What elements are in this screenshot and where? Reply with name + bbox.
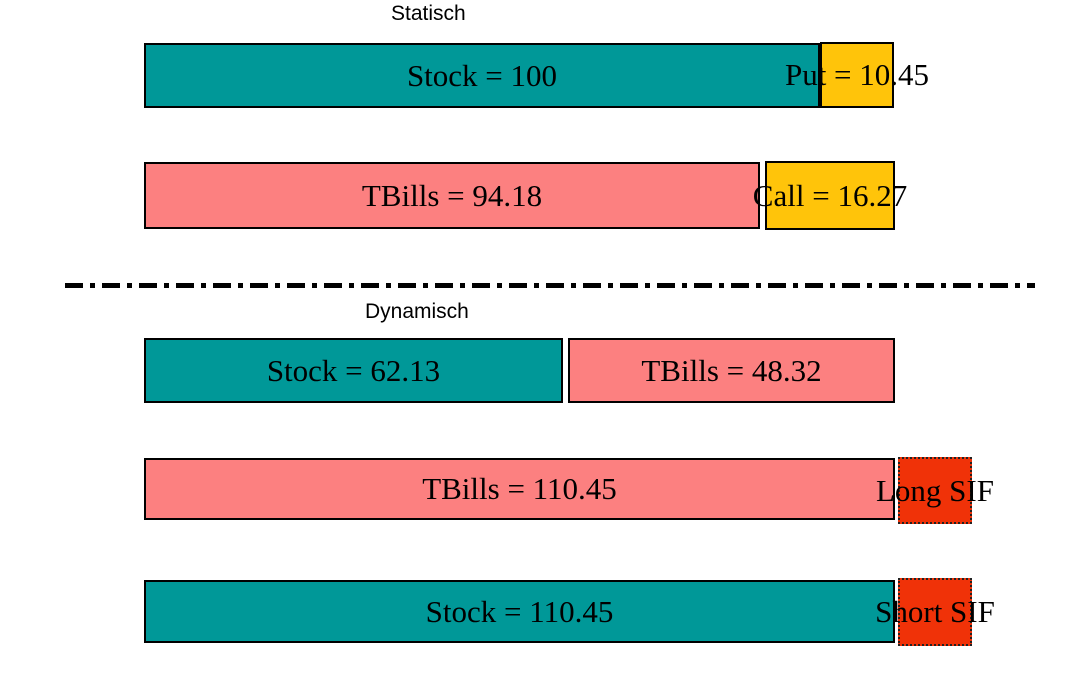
bar-stock-100: Stock = 100 [144, 43, 820, 108]
section-title-dynamisch: Dynamisch [365, 300, 469, 323]
long-sif-label: Long SIF [876, 473, 994, 508]
section-title-statisch: Statisch [391, 2, 466, 25]
long-sif-box [898, 457, 972, 524]
bar-tbills-94-label: TBills = 94.18 [361, 177, 543, 213]
bar-tbills-94: TBills = 94.18 [144, 162, 760, 229]
bar-tbills-48: TBills = 48.32 [568, 338, 895, 403]
short-sif-box [898, 578, 972, 646]
bar-tbills-110: TBills = 110.45 [144, 458, 895, 520]
put-label: Put = 10.45 [784, 57, 930, 92]
bar-tbills-48-label: TBills = 48.32 [641, 352, 822, 388]
bar-stock-62-label: Stock = 62.13 [266, 352, 441, 388]
bar-stock-110: Stock = 110.45 [144, 580, 895, 643]
dash-dot-divider [65, 283, 1035, 288]
call-label: Call = 16.27 [752, 178, 908, 213]
call-box [765, 161, 895, 230]
bar-stock-100-label: Stock = 100 [406, 57, 558, 93]
bar-stock-110-label: Stock = 110.45 [425, 593, 614, 629]
short-sif-label: Short SIF [875, 594, 995, 629]
put-box [820, 42, 894, 108]
bar-stock-62: Stock = 62.13 [144, 338, 563, 403]
bar-tbills-110-label: TBills = 110.45 [422, 471, 617, 506]
